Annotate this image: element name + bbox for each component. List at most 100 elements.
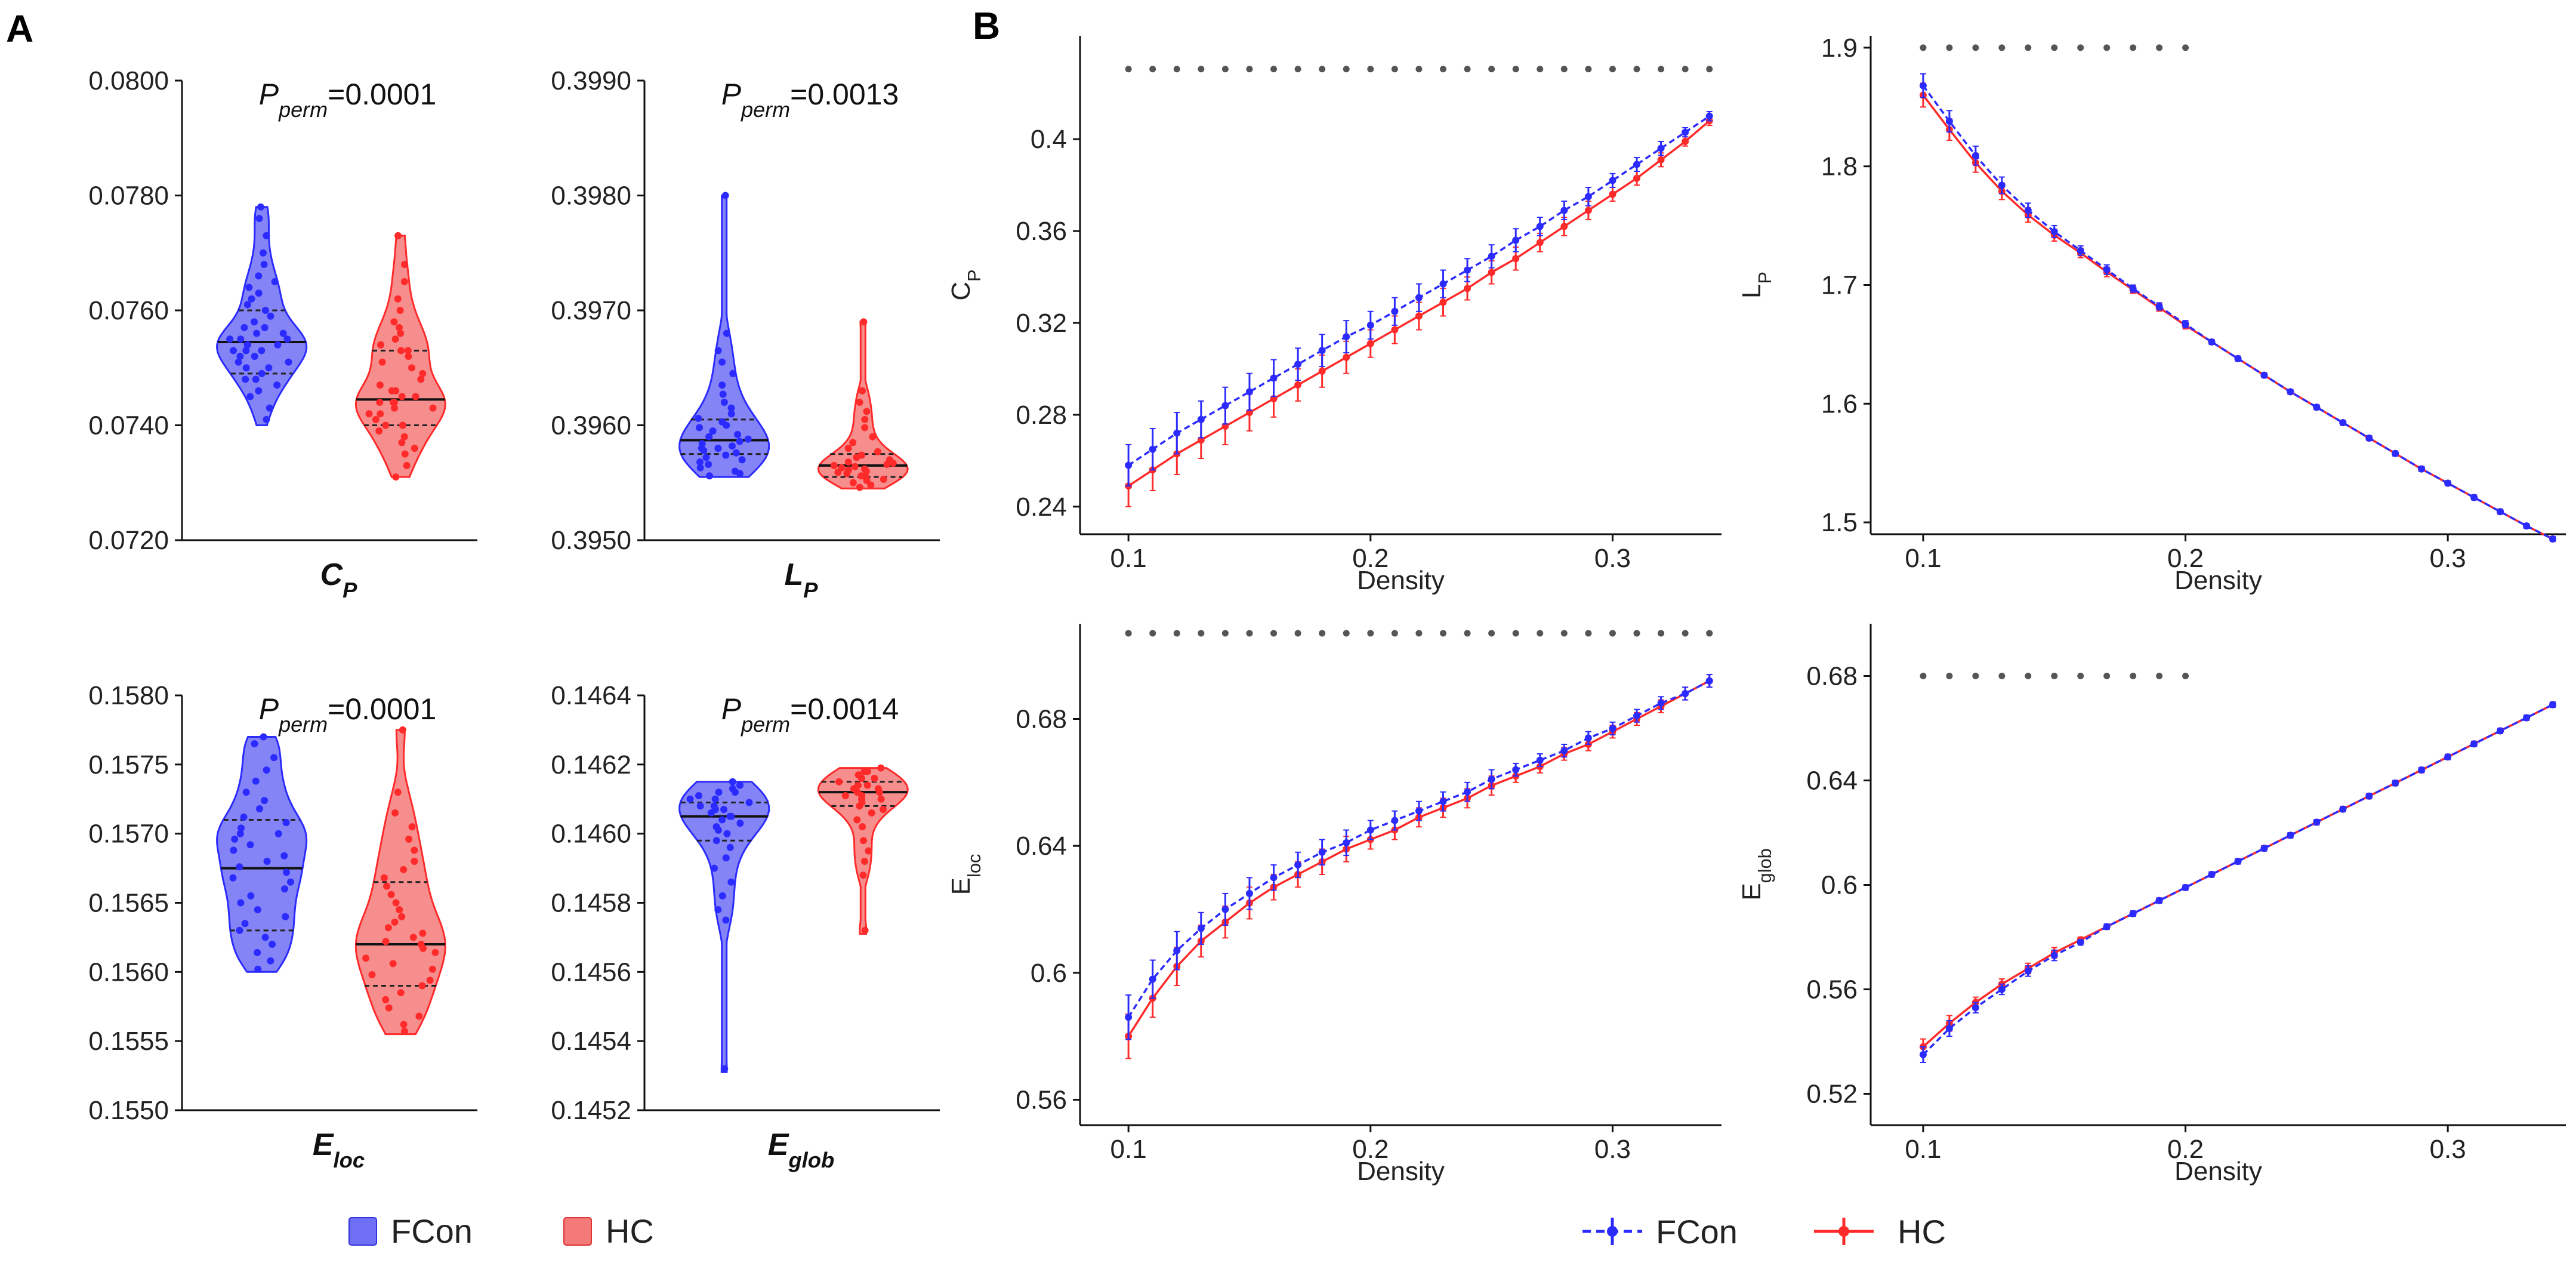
data-point (1560, 223, 1568, 230)
x-tick-label: 0.2 (1352, 544, 1389, 573)
data-point (394, 295, 402, 303)
data-point (1343, 839, 1350, 846)
data-point (362, 954, 370, 962)
data-point (712, 837, 720, 845)
significance-marker (2051, 44, 2058, 51)
data-point (377, 410, 384, 418)
data-point (258, 347, 266, 355)
data-point (1245, 388, 1253, 396)
y-tick-label: 0.3960 (551, 411, 631, 441)
data-point (281, 885, 288, 893)
data-point (255, 387, 263, 395)
data-point (396, 324, 403, 331)
data-point (263, 415, 270, 423)
data-point (874, 448, 881, 455)
data-point (426, 977, 434, 984)
data-point (394, 788, 402, 796)
data-point (2287, 831, 2294, 839)
data-point (871, 775, 878, 782)
data-point (429, 404, 437, 412)
data-point (1919, 1051, 1927, 1058)
series-fcon (1919, 701, 2557, 1063)
data-point (428, 965, 436, 973)
data-point (1270, 874, 1278, 882)
y-tick-label: 0.52 (1806, 1080, 1858, 1109)
data-point (273, 381, 281, 389)
data-point (1318, 347, 1326, 355)
legend-b: FCon HC (1582, 1213, 1946, 1250)
significance-marker (1198, 66, 1205, 73)
data-point (720, 399, 728, 406)
x-tick-label: 0.3 (2430, 1135, 2466, 1164)
y-axis-label: CP (946, 269, 985, 300)
data-point (1391, 307, 1399, 315)
x-tick-label: 0.2 (2167, 1135, 2204, 1164)
data-point (252, 375, 260, 383)
data-point (256, 805, 263, 812)
data-point (431, 948, 439, 956)
data-point (856, 483, 863, 491)
data-point (419, 369, 427, 377)
series-line (1922, 704, 2553, 1048)
data-point (2103, 266, 2111, 273)
data-point (398, 439, 406, 446)
violin-body (216, 206, 308, 426)
data-point (405, 353, 412, 360)
data-point (2024, 207, 2032, 214)
x-tick-label: 0.1 (1110, 1135, 1147, 1164)
data-point (1682, 689, 1689, 697)
significance-marker (1972, 44, 1979, 51)
data-point (849, 439, 857, 446)
data-point (856, 399, 863, 406)
data-point (236, 353, 244, 360)
data-point (378, 358, 386, 366)
data-point (397, 329, 405, 337)
violin-hc (817, 764, 909, 935)
data-point (2103, 923, 2111, 931)
data-point (722, 916, 730, 924)
data-point (2234, 355, 2242, 362)
significance-marker (1658, 66, 1665, 73)
data-point (2129, 285, 2137, 292)
data-point (252, 777, 260, 785)
significance-marker (1439, 630, 1446, 637)
x-axis-label: Eloc (313, 1128, 365, 1172)
data-point (242, 364, 250, 372)
data-point (861, 424, 869, 432)
line-chart-cp: 0.24 0.28 0.32 0.36 0.4 0.1 0.2 0.3 Density CP (946, 36, 1722, 595)
data-point (863, 408, 871, 415)
data-point (1439, 280, 1447, 288)
significance-marker (1415, 66, 1423, 73)
data-point (417, 375, 425, 383)
data-point (869, 433, 877, 441)
data-point (383, 882, 391, 890)
data-point (254, 906, 261, 914)
data-point (1343, 333, 1350, 341)
data-point (711, 864, 718, 872)
y-tick-label: 0.28 (1016, 401, 1067, 430)
legend-a-swatch-fcon (348, 1217, 377, 1246)
significance-marker (2103, 673, 2111, 679)
data-point (283, 868, 290, 876)
data-point (237, 824, 245, 832)
significance-marker (1706, 66, 1713, 73)
data-point (287, 878, 294, 886)
violin-chart-eloc: 0.1550 0.1555 0.1560 0.1565 0.1570 0.1575 0.15… (88, 681, 477, 1172)
data-point (1464, 285, 1471, 292)
x-axis-label: Eglob (768, 1128, 835, 1172)
data-point (2470, 740, 2478, 748)
y-tick-label: 0.0800 (88, 66, 169, 96)
data-point (248, 295, 255, 303)
significance-marker (2025, 673, 2032, 679)
y-tick-label: 0.3970 (551, 296, 631, 325)
x-tick-label: 0.2 (2167, 544, 2204, 573)
data-point (880, 476, 887, 483)
data-point (251, 318, 258, 326)
data-point (2260, 371, 2268, 379)
data-point (1584, 734, 1592, 742)
data-point (283, 335, 291, 343)
significance-marker (1585, 66, 1592, 73)
data-point (1197, 925, 1205, 932)
data-point (1415, 294, 1423, 301)
line-chart-eglob: 0.52 0.56 0.6 0.64 0.68 0.1 0.2 0.3 Density Eglob (1737, 624, 2566, 1186)
